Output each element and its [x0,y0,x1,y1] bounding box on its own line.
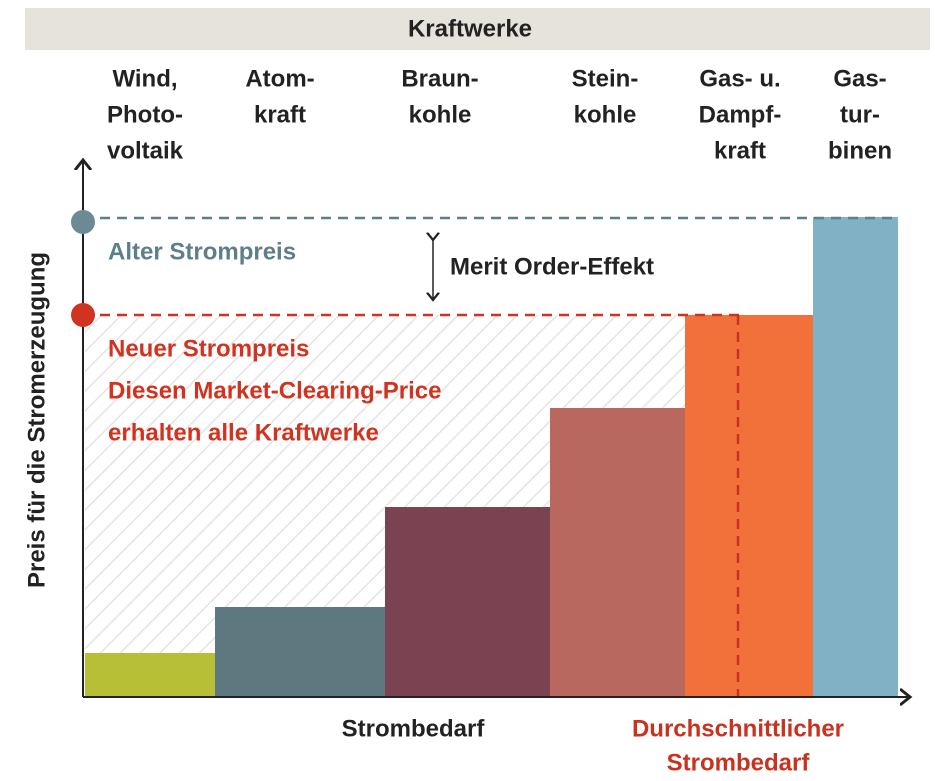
category-label: Dampf- [699,101,782,128]
average-demand-text: Durchschnittlicher [632,715,844,742]
category-label: binen [828,137,892,164]
bar [85,653,215,697]
category-label: kraft [714,137,766,164]
new-price-line-text: Neuer Strompreis [108,335,309,362]
category-label: kohle [409,101,472,128]
new-price-text: Neuer Strompreis Diesen Market-Clearing-P… [108,335,441,446]
new-price-line-text: erhalten alle Kraftwerke [108,419,379,446]
x-axis-label: Strombedarf [342,715,486,742]
average-demand-text: Strombedarf [667,749,811,776]
y-axis-label: Preis für die Stromerzeugung [23,252,50,588]
category-labels: Wind, Photo-voltaik Atom-kraft Braun-kohle S… [107,65,892,164]
header-bar [25,8,930,50]
category-label: Gas- u. [699,65,780,92]
bar [550,408,685,697]
category-label: Braun- [401,65,478,92]
old-price-label: Alter Strompreis [108,238,296,265]
bar [215,607,385,697]
category-label: Photo- [107,101,183,128]
bar [385,507,550,697]
category-label: Wind, [112,65,177,92]
category-label: tur- [840,101,880,128]
new-price-dot [71,303,95,327]
effect-label: Merit Order-Effekt [450,253,654,280]
category-label: Stein- [572,65,639,92]
header-title: Kraftwerke [408,15,532,42]
new-price-line-text: Diesen Market-Clearing-Price [108,377,441,404]
old-price-dot [71,210,95,234]
bar [813,217,898,697]
category-label: Gas- [833,65,886,92]
average-demand-label: Durchschnittlicher Strombedarf [632,715,844,776]
category-label: Atom- [245,65,314,92]
category-label: kraft [254,101,306,128]
category-label: voltaik [107,137,184,164]
bar [685,315,813,697]
category-label: kohle [574,101,637,128]
